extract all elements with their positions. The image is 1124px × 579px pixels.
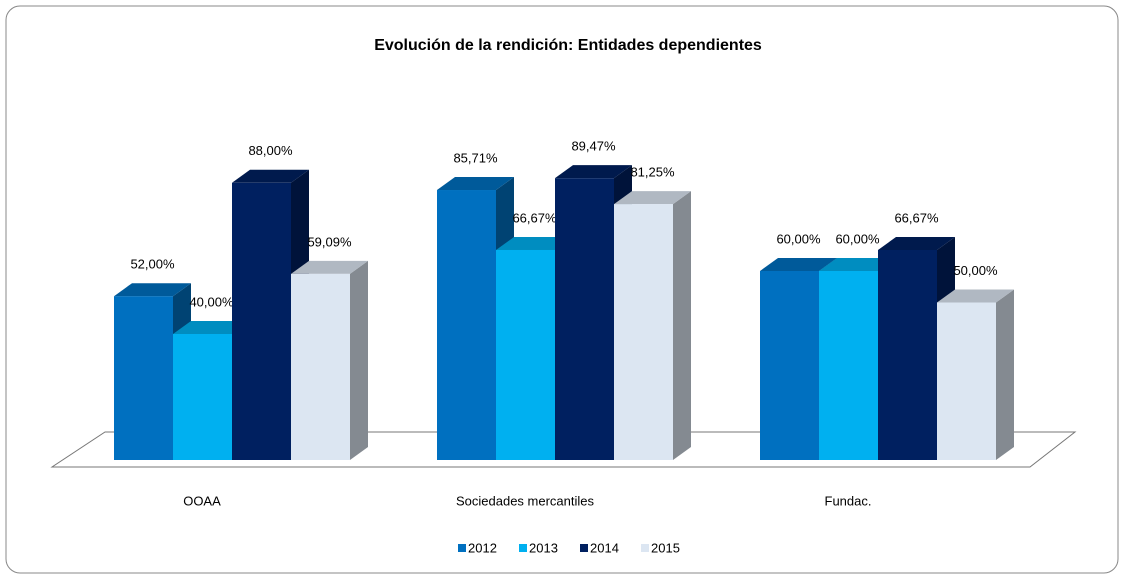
bar-side: [673, 191, 691, 460]
legend-label: 2012: [468, 540, 497, 555]
bar: [878, 249, 937, 460]
bar: [114, 296, 173, 460]
bar-top: [437, 177, 514, 191]
bar: [437, 190, 496, 461]
data-label: 66,67%: [894, 210, 939, 225]
bar-top: [878, 236, 955, 250]
bar-top: [819, 258, 896, 271]
bar: [173, 334, 232, 460]
data-label: 60,00%: [835, 231, 880, 246]
bar: [819, 271, 878, 460]
legend-swatch: [519, 544, 527, 552]
bar-side: [996, 289, 1014, 460]
bar-top: [114, 283, 191, 297]
legend-swatch: [641, 544, 649, 552]
legend-label: 2013: [529, 540, 558, 555]
bar-top: [291, 260, 368, 274]
data-label: 81,25%: [630, 165, 675, 180]
bar: [614, 204, 673, 460]
bar: [555, 178, 614, 460]
data-label: 85,71%: [453, 150, 498, 165]
data-label: 88,00%: [248, 143, 293, 158]
data-label: 52,00%: [130, 257, 175, 272]
chart-title: Evolución de la rendición: Entidades dep…: [374, 37, 762, 54]
bar-top: [937, 289, 1014, 303]
bar: [937, 302, 996, 460]
bar-side: [350, 260, 368, 460]
data-label: 50,00%: [953, 263, 998, 278]
bar-top: [614, 191, 691, 205]
x-tick-label: Fundac.: [825, 493, 872, 508]
data-label: 60,00%: [776, 231, 821, 246]
data-label: 89,47%: [571, 139, 616, 154]
bar-top: [232, 169, 309, 183]
x-tick-label: OOAA: [183, 493, 221, 508]
data-label: 40,00%: [189, 294, 234, 309]
bar-top: [760, 258, 837, 271]
data-label: 66,67%: [512, 210, 557, 225]
data-label: 59,09%: [307, 234, 352, 249]
x-tick-label: Sociedades mercantiles: [456, 493, 595, 508]
bar-top: [496, 236, 573, 250]
legend-swatch: [580, 544, 588, 552]
legend-label: 2015: [651, 540, 680, 555]
bar: [496, 249, 555, 460]
legend-label: 2014: [590, 540, 619, 555]
legend-swatch: [458, 544, 466, 552]
bar-top: [555, 165, 632, 179]
bar: [232, 182, 291, 461]
bar: [291, 273, 350, 460]
bar: [760, 271, 819, 460]
bar-top: [173, 321, 250, 334]
